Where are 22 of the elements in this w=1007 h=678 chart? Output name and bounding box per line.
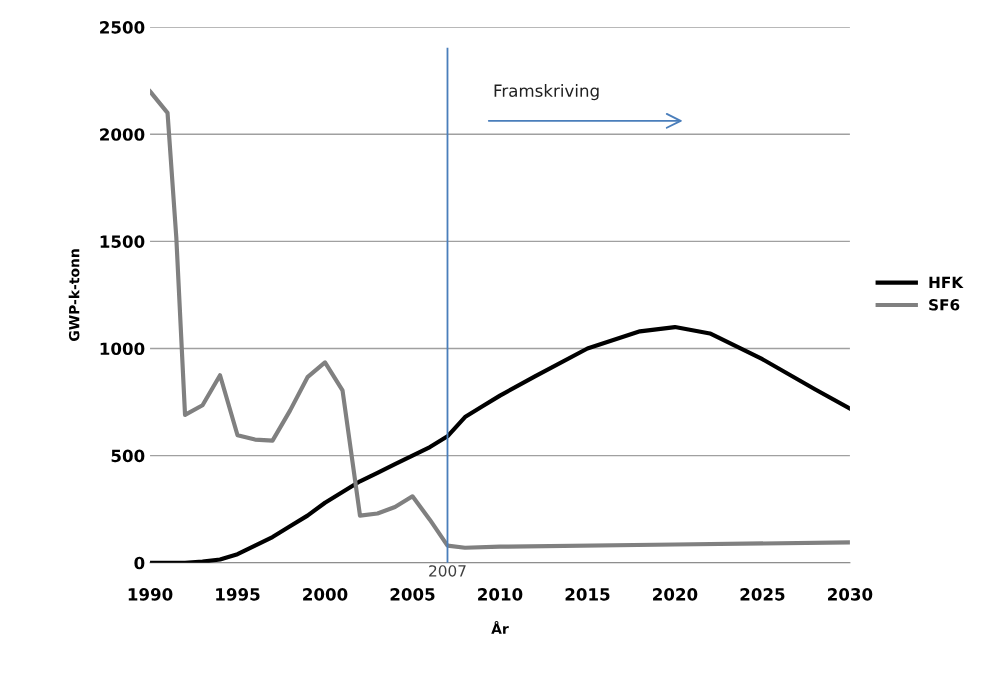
- legend-label: SF6: [929, 299, 960, 311]
- x-tick-label: 2010: [478, 588, 523, 601]
- y-tick-label: 1000: [100, 342, 145, 356]
- x-tick-label: 1990: [128, 588, 173, 601]
- x-tick-label: 2015: [565, 588, 610, 601]
- y-tick-label: 500: [111, 449, 145, 463]
- y-tick-label: 1500: [100, 235, 145, 248]
- x-tick-label: 2000: [303, 588, 348, 601]
- ref-line-label: 2007: [429, 565, 466, 577]
- y-tick-label: 0: [134, 556, 145, 570]
- x-axis-title: År: [491, 620, 509, 634]
- x-tick-label: 2005: [390, 588, 435, 601]
- y-tick-label: 2000: [100, 128, 145, 141]
- x-tick-label: 1995: [216, 588, 260, 601]
- line-series: [150, 324, 850, 563]
- y-axis-title: GWP-k-tonn: [68, 249, 80, 341]
- x-tick-label: 2030: [828, 588, 873, 601]
- y-tick-label: 2500: [100, 21, 145, 34]
- x-tick-label: 2025: [740, 588, 785, 601]
- annotation: Framskriving: [494, 84, 599, 101]
- legend-label: HFK: [929, 276, 964, 288]
- x-tick-label: 2020: [653, 588, 698, 601]
